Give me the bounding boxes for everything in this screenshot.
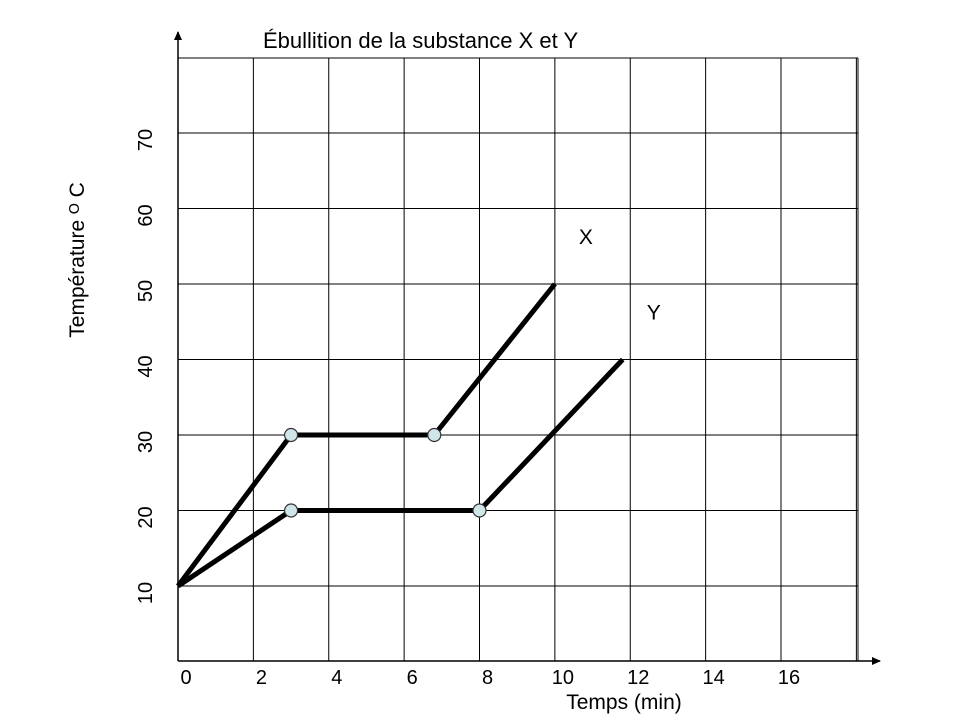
series-line-y (176, 357, 625, 589)
x-tick-label: 0 (180, 667, 191, 689)
y-axis-label: Température ᴼ C (66, 182, 89, 337)
y-tick-label: 50 (135, 280, 157, 302)
x-tick-label: 2 (256, 667, 267, 689)
data-point (472, 503, 487, 518)
x-tick-label: 6 (407, 667, 418, 689)
data-point (427, 427, 442, 443)
axes (174, 31, 881, 665)
y-tick-label: 30 (135, 431, 157, 453)
series-label-y: Y (647, 302, 661, 325)
y-tick-label: 60 (135, 204, 157, 226)
tick-labels: 0 2 4 6 8 10 12 14 16 10 20 30 40 50 60 70 (135, 129, 800, 689)
x-tick-label: 10 (552, 667, 574, 689)
x-tick-label: 4 (331, 667, 342, 689)
x-tick-label: 16 (778, 667, 800, 689)
x-tick-label: 8 (482, 667, 493, 689)
data-point (283, 503, 299, 518)
series-x: X (175, 226, 593, 588)
series-y: Y (176, 302, 661, 589)
x-axis-label: Temps (min) (566, 691, 682, 714)
chart-title: Ébullition de la substance X et Y (263, 28, 578, 53)
x-tick-label: 12 (627, 667, 649, 689)
x-tick-label: 14 (703, 667, 725, 689)
y-tick-label: 40 (135, 355, 157, 377)
series-label-x: X (579, 226, 593, 249)
series: XY (175, 226, 661, 589)
series-line-x (175, 282, 557, 588)
y-tick-label: 10 (135, 582, 157, 604)
y-tick-label: 70 (135, 129, 157, 151)
y-tick-label: 20 (135, 506, 157, 528)
data-point (283, 427, 299, 443)
grid (178, 57, 859, 661)
